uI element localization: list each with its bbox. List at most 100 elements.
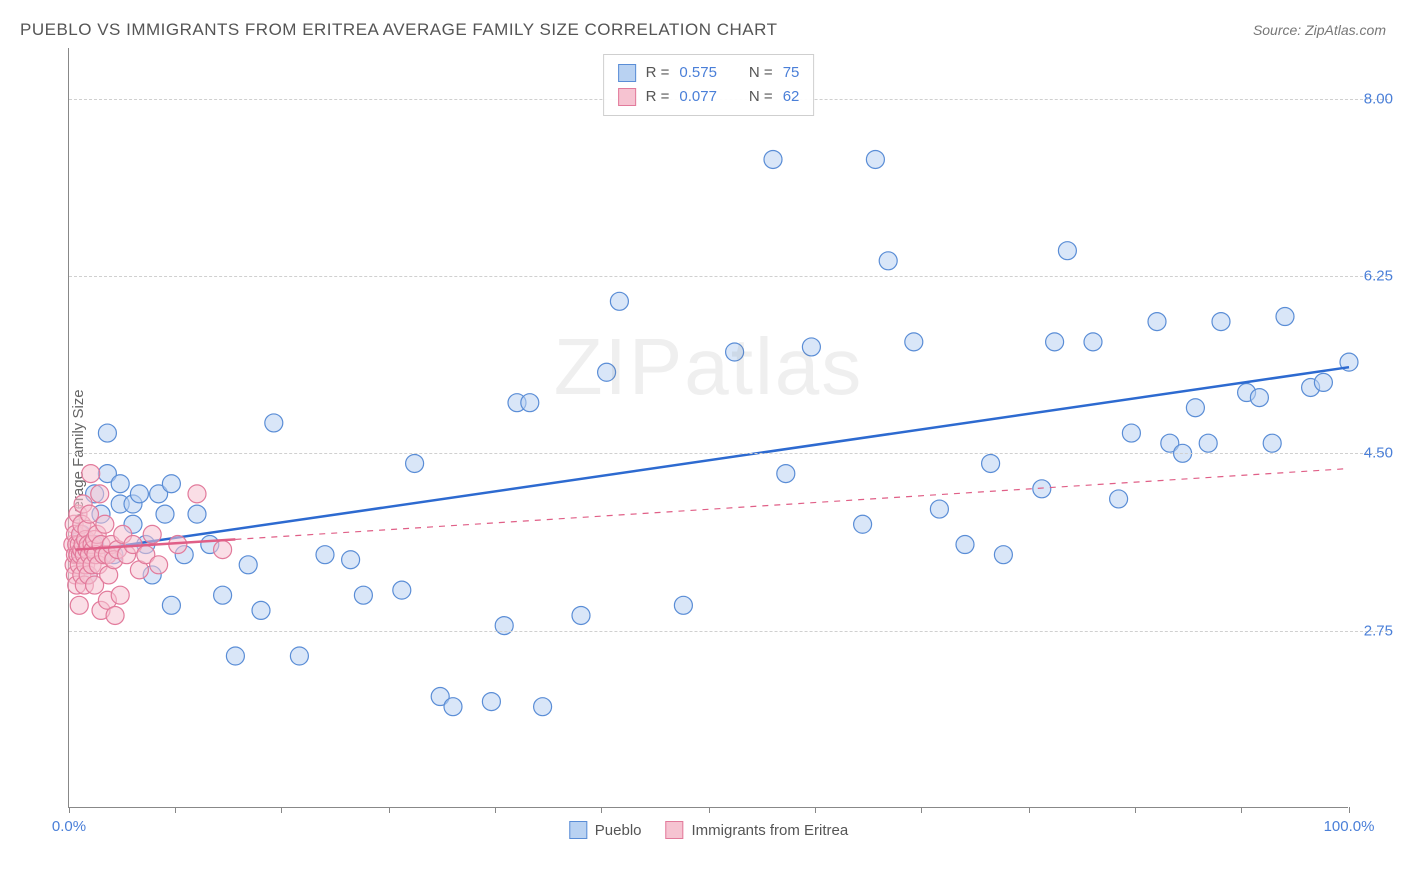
data-point[interactable] [879,252,897,270]
data-point[interactable] [393,581,411,599]
chart-title: PUEBLO VS IMMIGRANTS FROM ERITREA AVERAG… [20,20,778,40]
data-point[interactable] [111,475,129,493]
data-point[interactable] [802,338,820,356]
data-point[interactable] [905,333,923,351]
data-point[interactable] [610,292,628,310]
data-point[interactable] [1084,333,1102,351]
xtick [815,807,816,813]
data-point[interactable] [290,647,308,665]
data-point[interactable] [598,363,616,381]
ytick-label: 2.75 [1353,622,1393,639]
data-point[interactable] [1199,434,1217,452]
data-point[interactable] [1276,308,1294,326]
data-point[interactable] [239,556,257,574]
data-point[interactable] [1186,399,1204,417]
legend-swatch [569,821,587,839]
legend-series: Pueblo Immigrants from Eritrea [569,821,848,839]
gridline [69,453,1388,454]
data-point[interactable] [1250,389,1268,407]
data-point[interactable] [162,596,180,614]
xtick [1135,807,1136,813]
data-point[interactable] [143,525,161,543]
data-point[interactable] [265,414,283,432]
xtick-label: 100.0% [1324,818,1375,835]
data-point[interactable] [521,394,539,412]
data-point[interactable] [1058,242,1076,260]
data-point[interactable] [777,465,795,483]
plot-region: ZIPatlas R = 0.575N = 75R = 0.077N = 62 … [68,48,1348,808]
data-point[interactable] [162,475,180,493]
xtick [921,807,922,813]
ytick-label: 8.00 [1353,90,1393,107]
data-point[interactable] [70,596,88,614]
data-point[interactable] [764,150,782,168]
data-point[interactable] [214,541,232,559]
data-point[interactable] [674,596,692,614]
data-point[interactable] [444,698,462,716]
data-point[interactable] [482,693,500,711]
data-point[interactable] [156,505,174,523]
data-point[interactable] [495,617,513,635]
data-point[interactable] [91,485,109,503]
data-point[interactable] [406,454,424,472]
data-point[interactable] [956,536,974,554]
xtick [389,807,390,813]
data-point[interactable] [82,465,100,483]
data-point[interactable] [226,647,244,665]
data-point[interactable] [866,150,884,168]
data-point[interactable] [930,500,948,518]
data-point[interactable] [130,485,148,503]
legend-item: Immigrants from Eritrea [666,821,849,839]
plot-svg [69,48,1348,807]
data-point[interactable] [1033,480,1051,498]
data-point[interactable] [98,424,116,442]
ytick-label: 4.50 [1353,445,1393,462]
data-point[interactable] [188,505,206,523]
gridline [69,276,1388,277]
data-point[interactable] [534,698,552,716]
data-point[interactable] [1148,313,1166,331]
xtick [601,807,602,813]
data-point[interactable] [854,515,872,533]
xtick [175,807,176,813]
data-point[interactable] [354,586,372,604]
legend-swatch [666,821,684,839]
data-point[interactable] [1314,373,1332,391]
data-point[interactable] [1110,490,1128,508]
data-point[interactable] [80,505,98,523]
ytick-label: 6.25 [1353,268,1393,285]
legend-swatch [618,64,636,82]
xtick-label: 0.0% [52,818,86,835]
legend-stat-row: R = 0.077N = 62 [618,85,800,109]
data-point[interactable] [106,606,124,624]
data-point[interactable] [1212,313,1230,331]
data-point[interactable] [982,454,1000,472]
data-point[interactable] [214,586,232,604]
data-point[interactable] [994,546,1012,564]
chart-header: PUEBLO VS IMMIGRANTS FROM ERITREA AVERAG… [20,20,1386,40]
data-point[interactable] [572,606,590,624]
chart-source: Source: ZipAtlas.com [1253,22,1386,38]
data-point[interactable] [252,601,270,619]
data-point[interactable] [1263,434,1281,452]
gridline [69,631,1388,632]
data-point[interactable] [111,586,129,604]
legend-swatch [618,88,636,106]
data-point[interactable] [96,515,114,533]
xtick [281,807,282,813]
xtick [1241,807,1242,813]
data-point[interactable] [342,551,360,569]
data-point[interactable] [726,343,744,361]
xtick [1349,807,1350,813]
xtick [709,807,710,813]
legend-stats: R = 0.575N = 75R = 0.077N = 62 [603,54,815,116]
legend-item: Pueblo [569,821,642,839]
xtick [69,807,70,813]
data-point[interactable] [1046,333,1064,351]
data-point[interactable] [150,556,168,574]
data-point[interactable] [188,485,206,503]
data-point[interactable] [1122,424,1140,442]
trend-line [95,367,1349,549]
chart-area: Average Family Size ZIPatlas R = 0.575N … [20,48,1386,868]
data-point[interactable] [316,546,334,564]
